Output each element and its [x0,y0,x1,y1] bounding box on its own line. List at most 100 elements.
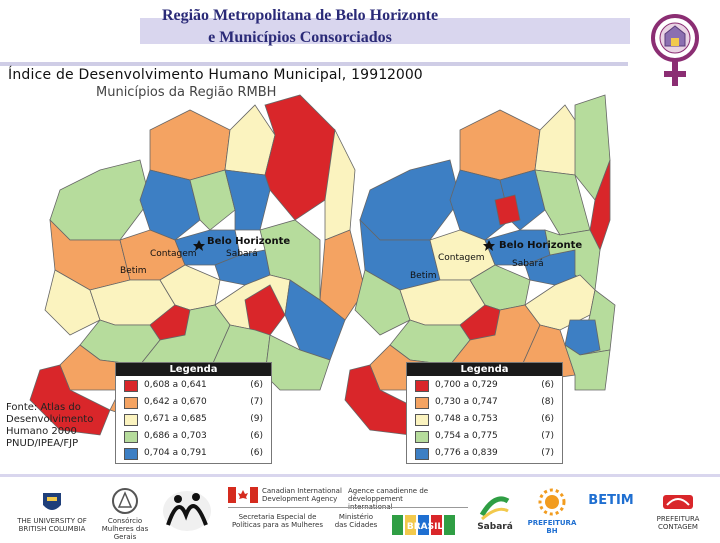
source-line: Desenvolvimento [6,414,94,425]
cida-en-line-1: Canadian International [262,487,342,495]
legend-count: (9) [250,414,263,424]
cida-divider [228,507,468,508]
brasil-logo: BRASIL [392,515,455,535]
consorcio-label: Consórcio Mulheres das Gerais [101,517,149,541]
consorcio-circle-icon [112,488,138,514]
legend-swatch [415,414,429,426]
title-line-1: Região Metropolitana de Belo Horizonte [161,7,439,24]
label-2000-bh: Belo Horizonte [499,240,582,251]
legend-swatch [415,448,429,460]
betim-label: BETIM [588,493,634,508]
brasil-label: BRASIL [407,522,444,532]
legend-count: (7) [250,397,263,407]
canada-flag-icon [228,487,258,503]
legend-range: 0,608 a 0,641 [144,380,207,390]
legend-row: 0,608 a 0,641 (6) [116,376,271,393]
legend-count: (7) [541,431,554,441]
capital-star-icon [483,240,495,251]
map-subtitle: Municípios da Região RMBH [96,85,277,100]
pbh-logo: PREFEITURA BH [524,487,580,535]
contagem-label: PREFEITURA CONTAGEM [656,515,700,531]
ubc-crest-icon [43,493,61,510]
cida-fr-line-2: développement international [348,495,403,511]
dancers-icon [163,491,211,531]
region-1991-far-e [319,229,366,321]
cida-en-line-2: Development Agency [262,495,338,503]
region-1991-n1 [149,109,231,181]
legend-row: 0,642 a 0,670 (7) [116,393,271,410]
region-1991-s-red2 [244,284,286,336]
region-1991-ne-red [264,94,336,221]
legend-swatch [415,431,429,443]
title-band [140,18,630,44]
legend-count: (6) [250,431,263,441]
legend-range: 0,754 a 0,775 [435,431,498,441]
partner-footer: THE UNIVERSITY OF BRITISH COLUMBIA Consó… [0,474,720,543]
legend-row: 0,671 a 0,685 (9) [116,410,271,427]
legend-range: 0,642 a 0,670 [144,397,207,407]
label-1991-bh: Belo Horizonte [207,236,290,247]
region-2000-e-red [589,159,611,252]
label-2000-sabara: Sabará [512,259,544,269]
legend-row: 0,700 a 0,729 (6) [407,376,562,393]
ubc-line-1: THE UNIVERSITY OF [17,517,87,525]
ministerio-line-1: Ministério [338,513,374,521]
legend-row: 0,704 a 0,791 (6) [116,444,271,461]
map-1991-markers [193,240,205,251]
legend-count: (8) [541,397,554,407]
legend-range: 0,700 a 0,729 [435,380,498,390]
ministerio-label: Ministério das Cidades [326,513,386,529]
contagem-emblem-icon [663,495,693,509]
region-2000-s-blue [564,319,601,356]
legend-count: (6) [250,380,263,390]
label-2000-betim: Betim [410,271,437,281]
legend-swatch [124,397,138,409]
legend-range: 0,748 a 0,753 [435,414,498,424]
legend-row: 0,776 a 0,839 (7) [407,444,562,461]
legend-range: 0,730 a 0,747 [435,397,498,407]
label-2000-contagem: Contagem [438,253,485,263]
legend-title: Legenda [116,363,271,376]
region-2000-sw [354,269,411,336]
legend-range: 0,686 a 0,703 [144,431,207,441]
source-line: Fonte: Atlas do [6,402,81,413]
region-1991-far-s-red [29,364,111,436]
label-1991-sabara: Sabará [226,249,258,259]
map-2000-markers [483,240,495,251]
consorcio-logo: Consórcio Mulheres das Gerais [100,487,150,541]
source-line: PNUD/IPEA/FJP [6,438,79,449]
region-2000-nw [359,159,461,241]
region-1991-mid2 [189,169,236,231]
map-year-2000: 2000 [387,67,423,83]
pbh-label: PREFEITURA BH [527,519,577,535]
legend-count: (6) [541,414,554,424]
sabara-label: Sabará [477,522,513,532]
legend-range: 0,671 a 0,685 [144,414,207,424]
contagem-logo: PREFEITURA CONTAGEM [643,491,713,531]
legend-swatch [415,380,429,392]
legend-swatch [415,397,429,409]
title-rule [0,62,628,66]
map-title: Índice de Desenvolvimento Humano Municip… [8,67,388,83]
region-2000-s5 [564,344,611,391]
capital-star-icon [193,240,205,251]
sabara-swoosh-icon [479,496,510,521]
legend-range: 0,704 a 0,791 [144,448,207,458]
pbh-sun-icon [538,488,566,516]
secretaria-label: Secretaria Especial de Políticas para as… [230,513,325,529]
label-1991-betim: Betim [120,266,147,276]
legend-swatch [124,448,138,460]
title-line-2: e Municípios Consorciados [208,29,392,46]
legend-title: Legenda [407,363,562,376]
legend-2000: Legenda 0,700 a 0,729 (6) 0,730 a 0,747 … [406,362,563,464]
legend-swatch [124,431,138,443]
region-1991-nw [49,159,151,241]
ministerio-line-2: das Cidades [334,521,378,529]
legend-row: 0,730 a 0,747 (8) [407,393,562,410]
cida-fr-line-1: Agence canadienne de [348,487,429,495]
legend-row: 0,754 a 0,775 (7) [407,427,562,444]
legend-1991: Legenda 0,608 a 0,641 (6) 0,642 a 0,670 … [115,362,272,464]
region-2000-n1 [459,109,541,181]
women-symbol-logo [651,14,699,86]
legend-count: (6) [250,448,263,458]
